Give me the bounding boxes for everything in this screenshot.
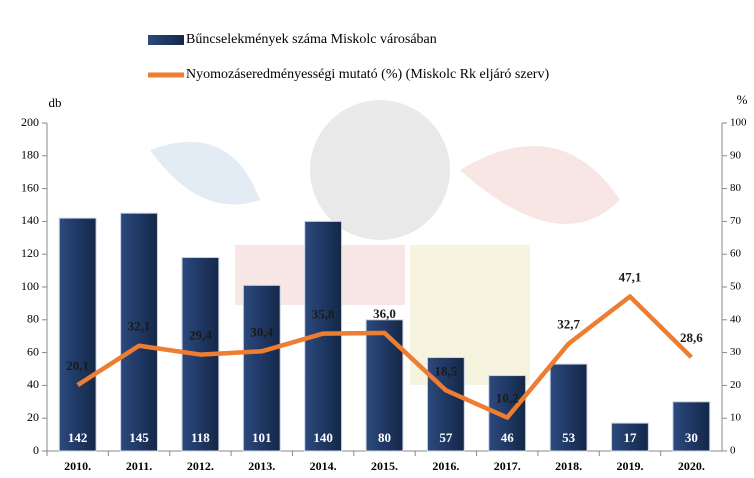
x-tick-label: 2014. (310, 459, 337, 473)
line-label: 36,0 (373, 306, 396, 321)
x-tick-label: 2015. (371, 459, 398, 473)
y-axis-label: db (49, 95, 62, 110)
line-label: 32,1 (128, 319, 151, 334)
bar-label: 142 (68, 430, 88, 445)
line-label: 29,4 (189, 328, 212, 343)
y-tick-label: 160 (21, 180, 39, 194)
y2-tick-label: 20 (730, 379, 742, 391)
bar-label: 57 (439, 430, 453, 445)
bar-label: 17 (623, 430, 637, 445)
y2-tick-label: 0 (730, 445, 736, 457)
y2-tick-label: 100 (730, 117, 747, 129)
x-tick-label: 2011. (126, 459, 152, 473)
line-label: 47,1 (619, 269, 642, 284)
y-tick-label: 60 (27, 344, 39, 358)
x-tick-label: 2018. (555, 459, 582, 473)
y-tick-label: 0 (33, 443, 39, 457)
y-tick-label: 40 (27, 377, 39, 391)
y-tick-label: 120 (21, 246, 39, 260)
bar-label: 53 (562, 430, 576, 445)
line-label: 20,1 (66, 358, 89, 373)
bar-label: 140 (313, 430, 333, 445)
legend-label: Nyomozáseredményességi mutató (%) (Misko… (186, 67, 549, 82)
y2-tick-label: 60 (730, 248, 742, 260)
x-tick-label: 2020. (678, 459, 705, 473)
chart: ​ db % 020406080100120140160180200010203… (0, 0, 754, 478)
y2-axis-label: % (737, 92, 748, 107)
y2-tick-label: 90 (730, 149, 742, 161)
y-tick-label: 180 (21, 148, 39, 162)
y-tick-label: 200 (21, 115, 39, 129)
bar-label: 46 (501, 430, 515, 445)
line-label: 32,7 (557, 317, 580, 332)
legend-swatch (148, 35, 184, 45)
x-tick-label: 2013. (248, 459, 275, 473)
y2-tick-label: 80 (730, 182, 742, 194)
y-tick-label: 100 (21, 279, 39, 293)
line-label: 10,2 (496, 391, 519, 406)
x-tick-label: 2012. (187, 459, 214, 473)
bar-label: 101 (252, 430, 272, 445)
y-tick-label: 140 (21, 213, 39, 227)
y2-tick-label: 10 (730, 412, 742, 424)
y2-tick-label: 30 (730, 346, 742, 358)
bar-label: 30 (685, 430, 698, 445)
bar-label: 80 (378, 430, 391, 445)
bar (59, 218, 96, 451)
x-tick-label: 2010. (64, 459, 91, 473)
y2-tick-label: 70 (730, 215, 742, 227)
bar-label: 118 (191, 430, 210, 445)
y2-tick-label: 50 (730, 281, 742, 293)
bar (243, 285, 280, 451)
line-label: 30,4 (250, 324, 273, 339)
x-tick-label: 2017. (494, 459, 521, 473)
line-label: 35,8 (312, 307, 335, 322)
y-tick-label: 80 (27, 312, 39, 326)
line-label: 28,6 (680, 330, 703, 345)
bar-label: 145 (129, 430, 149, 445)
legend-label: Bűncselekmények száma Miskolc városában (186, 32, 437, 47)
y2-tick-label: 40 (730, 313, 742, 325)
x-tick-label: 2019. (616, 459, 643, 473)
line-label: 18,5 (434, 363, 457, 378)
x-tick-label: 2016. (432, 459, 459, 473)
y-tick-label: 20 (27, 410, 39, 424)
